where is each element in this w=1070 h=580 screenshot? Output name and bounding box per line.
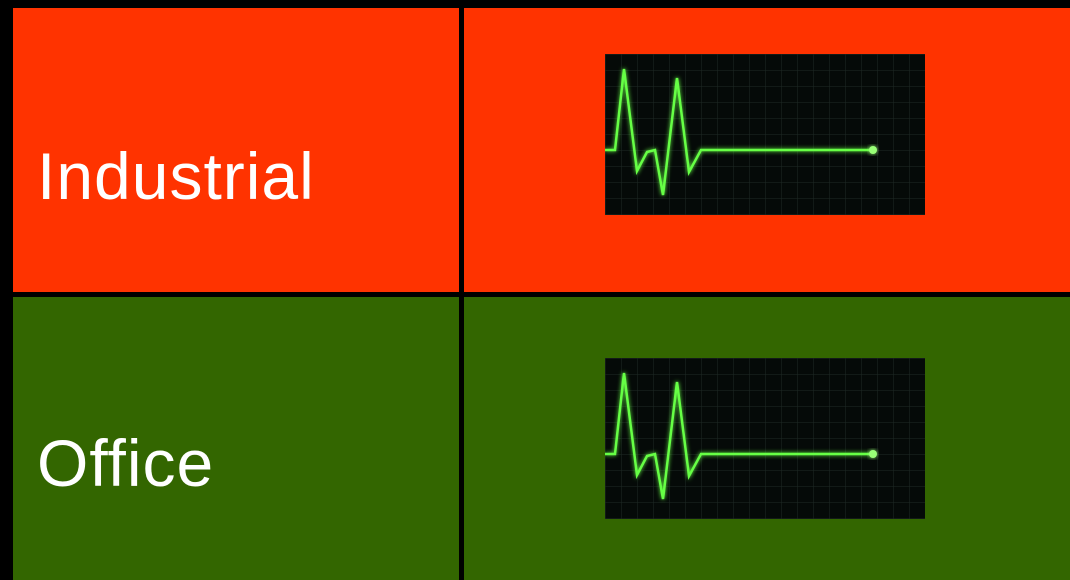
row-office-label-cell: Office xyxy=(13,297,459,580)
row-label-office: Office xyxy=(37,426,215,500)
heartbeat-monitor-icon xyxy=(605,54,925,215)
row-label-industrial: Industrial xyxy=(37,139,315,213)
heartbeat-monitor-icon xyxy=(605,358,925,519)
row-industrial-label-cell: Industrial xyxy=(13,8,459,292)
row-industrial-monitor-cell xyxy=(464,8,1070,292)
row-office-monitor-cell xyxy=(464,297,1070,580)
